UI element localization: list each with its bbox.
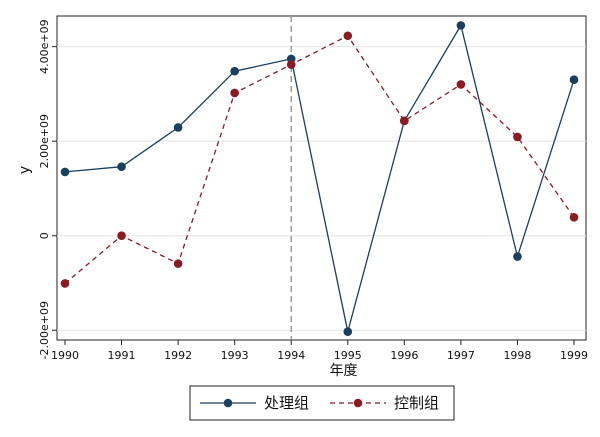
series-0-point: [60, 167, 70, 177]
series-0-point: [173, 123, 183, 132]
legend-marker-1: [353, 398, 363, 408]
y-tick-label: 0: [38, 232, 51, 239]
series-0-point: [230, 66, 239, 76]
x-axis-title: 年度: [330, 363, 358, 379]
x-tick-label: 1994: [277, 349, 305, 362]
series-0-point: [513, 252, 522, 261]
plot-frame: [56, 15, 587, 341]
y-axis-title: y: [17, 166, 33, 174]
series-1-point: [513, 132, 522, 142]
series-1-point: [286, 60, 296, 69]
x-tick-label: 1995: [334, 349, 362, 362]
x-tick-label: 1991: [108, 349, 136, 362]
x-tick-label: 1997: [447, 349, 475, 362]
series-0-point: [117, 162, 126, 172]
series-line-1: [64, 34, 575, 284]
series-0-point: [569, 75, 579, 85]
legend-label-1: 控制组: [394, 394, 439, 412]
y-tick-label: -2.00e+09: [38, 301, 51, 359]
series-1-point: [569, 212, 579, 222]
x-tick-label: 1996: [390, 349, 418, 362]
series-1-point: [400, 116, 409, 126]
series-1-point: [343, 31, 353, 41]
y-tick-label: 4.00e+09: [38, 19, 51, 73]
x-tick-label: 1992: [164, 349, 192, 362]
x-tick-label: 1990: [51, 349, 79, 362]
series-0-point: [343, 327, 353, 336]
series-1-point: [230, 88, 239, 98]
legend-marker-0: [223, 398, 233, 408]
series-line-0: [64, 23, 575, 332]
series-1-point: [117, 231, 126, 241]
series-1-point: [173, 259, 183, 268]
legend-label-0: 处理组: [264, 394, 309, 412]
x-tick-label: 1998: [503, 349, 531, 362]
series-0-point: [456, 21, 466, 30]
series-1-point: [456, 80, 466, 89]
x-tick-label: 1999: [560, 349, 588, 362]
y-tick-label: 2.00e+09: [38, 114, 51, 168]
x-tick-label: 1993: [221, 349, 249, 362]
plot-area: -2.00e+09 0 2.00e+09 4.00e+09 1990 1991 1992 19…: [17, 15, 588, 421]
series-1-point: [60, 279, 70, 288]
